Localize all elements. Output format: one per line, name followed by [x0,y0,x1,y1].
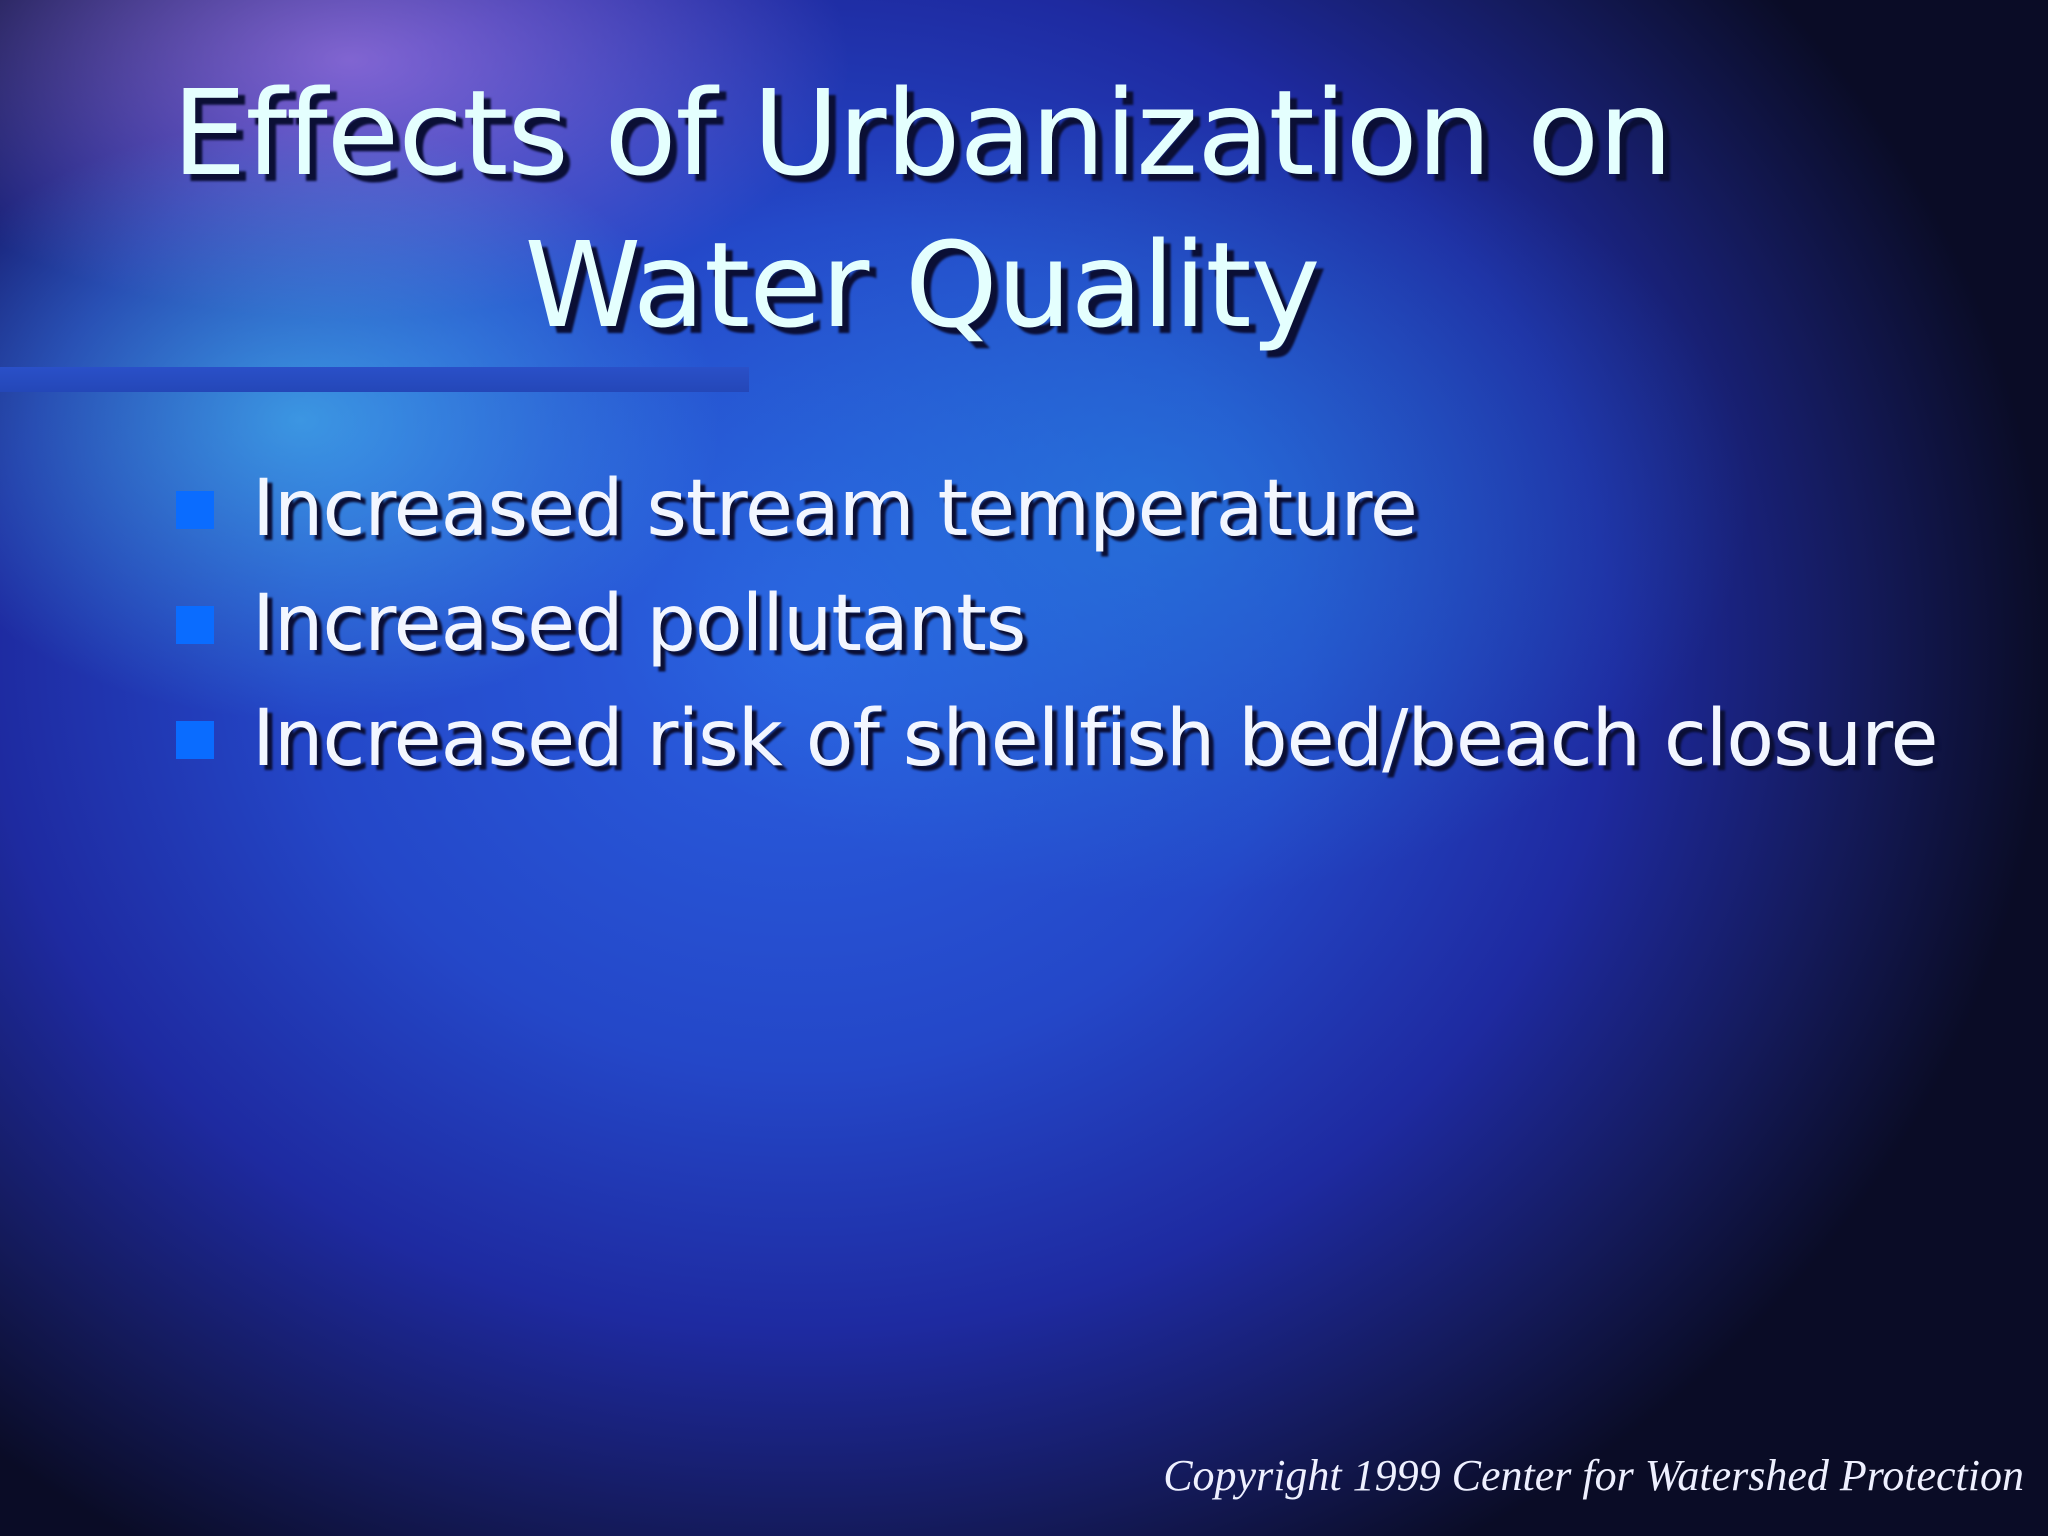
bullet-text: Increased pollutants [252,579,1026,669]
title-rule [0,367,749,392]
copyright: Copyright 1999 Center for Watershed Prot… [1163,1451,2024,1500]
bullet-marker [176,606,214,644]
slide-title: Effects of Urbanization on [171,64,1673,202]
bullet-text: Increased stream temperature [252,464,1418,554]
bullet-marker [176,491,214,529]
bullet-text: Increased risk of shellfish bed/beach cl… [252,694,1939,784]
slide-title: Water Quality [524,216,1321,354]
bullet-marker [176,721,214,759]
